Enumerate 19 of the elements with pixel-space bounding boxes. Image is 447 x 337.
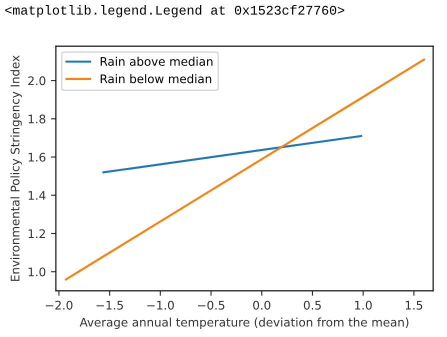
legend-label: Rain above median xyxy=(100,56,212,66)
x-axis-title: Average annual temperature (deviation from the mean) xyxy=(80,318,408,329)
x-tick-label: 0.0 xyxy=(253,300,270,310)
x-tick-label: −1.0 xyxy=(147,300,174,310)
y-tick-label: 2.0 xyxy=(28,76,46,86)
x-tick-label: 1.0 xyxy=(355,300,372,310)
y-tick-label: 1.8 xyxy=(28,114,46,124)
y-tick-label: 1.4 xyxy=(28,191,46,200)
y-tick-label: 1.2 xyxy=(28,229,45,238)
legend-label: Rain below median xyxy=(100,74,212,84)
x-tick-label: −2.0 xyxy=(46,300,72,310)
x-tick-label: −0.5 xyxy=(198,300,224,310)
y-axis-title: Environmental Policy Stringency Index xyxy=(10,55,22,281)
x-tick-label: 0.5 xyxy=(304,300,321,310)
y-tick-label: 1.0 xyxy=(28,267,46,276)
y-tick-label: 1.6 xyxy=(28,152,46,162)
x-tick-label: −1.5 xyxy=(96,300,123,310)
text: <matplotlib.legend.Legend at 0x1523cf27760> xyxy=(5,5,344,18)
x-tick-label: 1.5 xyxy=(406,300,422,310)
